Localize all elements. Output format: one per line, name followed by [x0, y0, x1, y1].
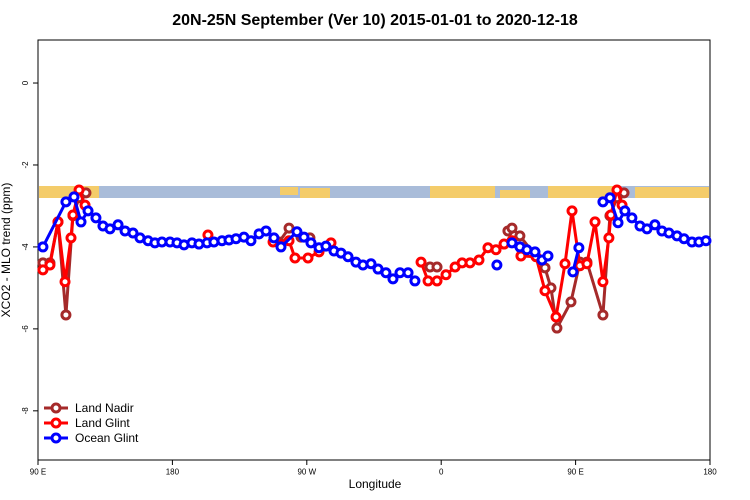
data-point	[402, 267, 414, 279]
legend-label: Land Glint	[75, 416, 130, 430]
data-point	[387, 273, 399, 285]
data-point	[260, 225, 272, 237]
data-point	[581, 258, 593, 270]
data-point	[542, 250, 554, 262]
data-point	[305, 237, 317, 249]
data-point	[641, 223, 653, 235]
data-point	[565, 296, 577, 308]
data-point	[44, 259, 56, 271]
y-tick-label: -4	[21, 243, 30, 251]
data-point	[289, 252, 301, 264]
data-point	[573, 242, 585, 254]
data-point	[409, 275, 421, 287]
data-point	[268, 232, 280, 244]
data-point	[559, 258, 571, 270]
data-point	[603, 232, 615, 244]
x-tick-label: 0	[439, 468, 444, 477]
data-point	[529, 246, 541, 258]
data-point	[365, 258, 377, 270]
data-point	[37, 241, 49, 253]
data-point	[104, 223, 116, 235]
data-point	[597, 309, 609, 321]
data-point	[700, 235, 712, 247]
legend-label: Ocean Glint	[75, 431, 139, 445]
data-point	[431, 261, 443, 273]
data-point	[380, 267, 392, 279]
data-point	[431, 275, 443, 287]
data-point	[127, 227, 139, 239]
data-point	[275, 241, 287, 253]
data-point	[59, 276, 71, 288]
data-point	[626, 212, 638, 224]
data-point	[514, 230, 526, 242]
data-point	[75, 216, 87, 228]
data-point	[506, 222, 518, 234]
data-point	[320, 240, 332, 252]
data-point	[597, 276, 609, 288]
data-point	[490, 244, 502, 256]
y-tick-label: 0	[21, 80, 30, 85]
data-point	[60, 309, 72, 321]
legend-label: Land Nadir	[75, 401, 134, 415]
data-point	[566, 205, 578, 217]
data-point	[506, 237, 518, 249]
data-point	[567, 266, 579, 278]
data-point	[612, 217, 624, 229]
data-point	[342, 251, 354, 263]
data-point	[440, 269, 452, 281]
y-tick-label: -2	[21, 161, 30, 169]
x-tick-label: 90 W	[297, 468, 316, 477]
data-point	[415, 256, 427, 268]
data-point	[245, 235, 257, 247]
data-point	[619, 205, 631, 217]
x-axis-label: Longitude	[349, 477, 402, 491]
legend-marker	[50, 432, 62, 444]
data-point	[37, 264, 49, 276]
data-point	[491, 259, 503, 271]
x-tick-label: 180	[703, 468, 717, 477]
data-point	[298, 231, 310, 243]
data-point	[68, 191, 80, 203]
x-tick-label: 90 E	[30, 468, 46, 477]
data-point	[67, 209, 79, 221]
data-point	[473, 254, 485, 266]
data-point	[60, 196, 72, 208]
data-point	[604, 192, 616, 204]
chart-title: 20N-25N September (Ver 10) 2015-01-01 to…	[172, 12, 578, 29]
data-point	[589, 216, 601, 228]
y-axis-label: XCO2 - MLO trend (ppm)	[0, 183, 13, 318]
x-tick-label: 90 E	[567, 468, 583, 477]
data-point	[464, 257, 476, 269]
data-point	[82, 205, 94, 217]
data-point	[550, 311, 562, 323]
data-point	[611, 184, 623, 196]
plot-frame	[37, 39, 711, 461]
legend-marker	[50, 402, 62, 414]
data-point	[649, 219, 661, 231]
data-point	[302, 252, 314, 264]
data-point	[90, 212, 102, 224]
map-strip	[39, 186, 709, 198]
y-tick-label: -6	[21, 325, 30, 333]
x-tick-label: 180	[166, 468, 180, 477]
legend-marker	[50, 417, 62, 429]
data-point	[539, 285, 551, 297]
data-point	[65, 232, 77, 244]
y-tick-label: -8	[21, 407, 30, 415]
data-point	[291, 226, 303, 238]
data-point	[422, 275, 434, 287]
data-point	[73, 184, 85, 196]
data-point	[112, 219, 124, 231]
data-point	[551, 322, 563, 334]
